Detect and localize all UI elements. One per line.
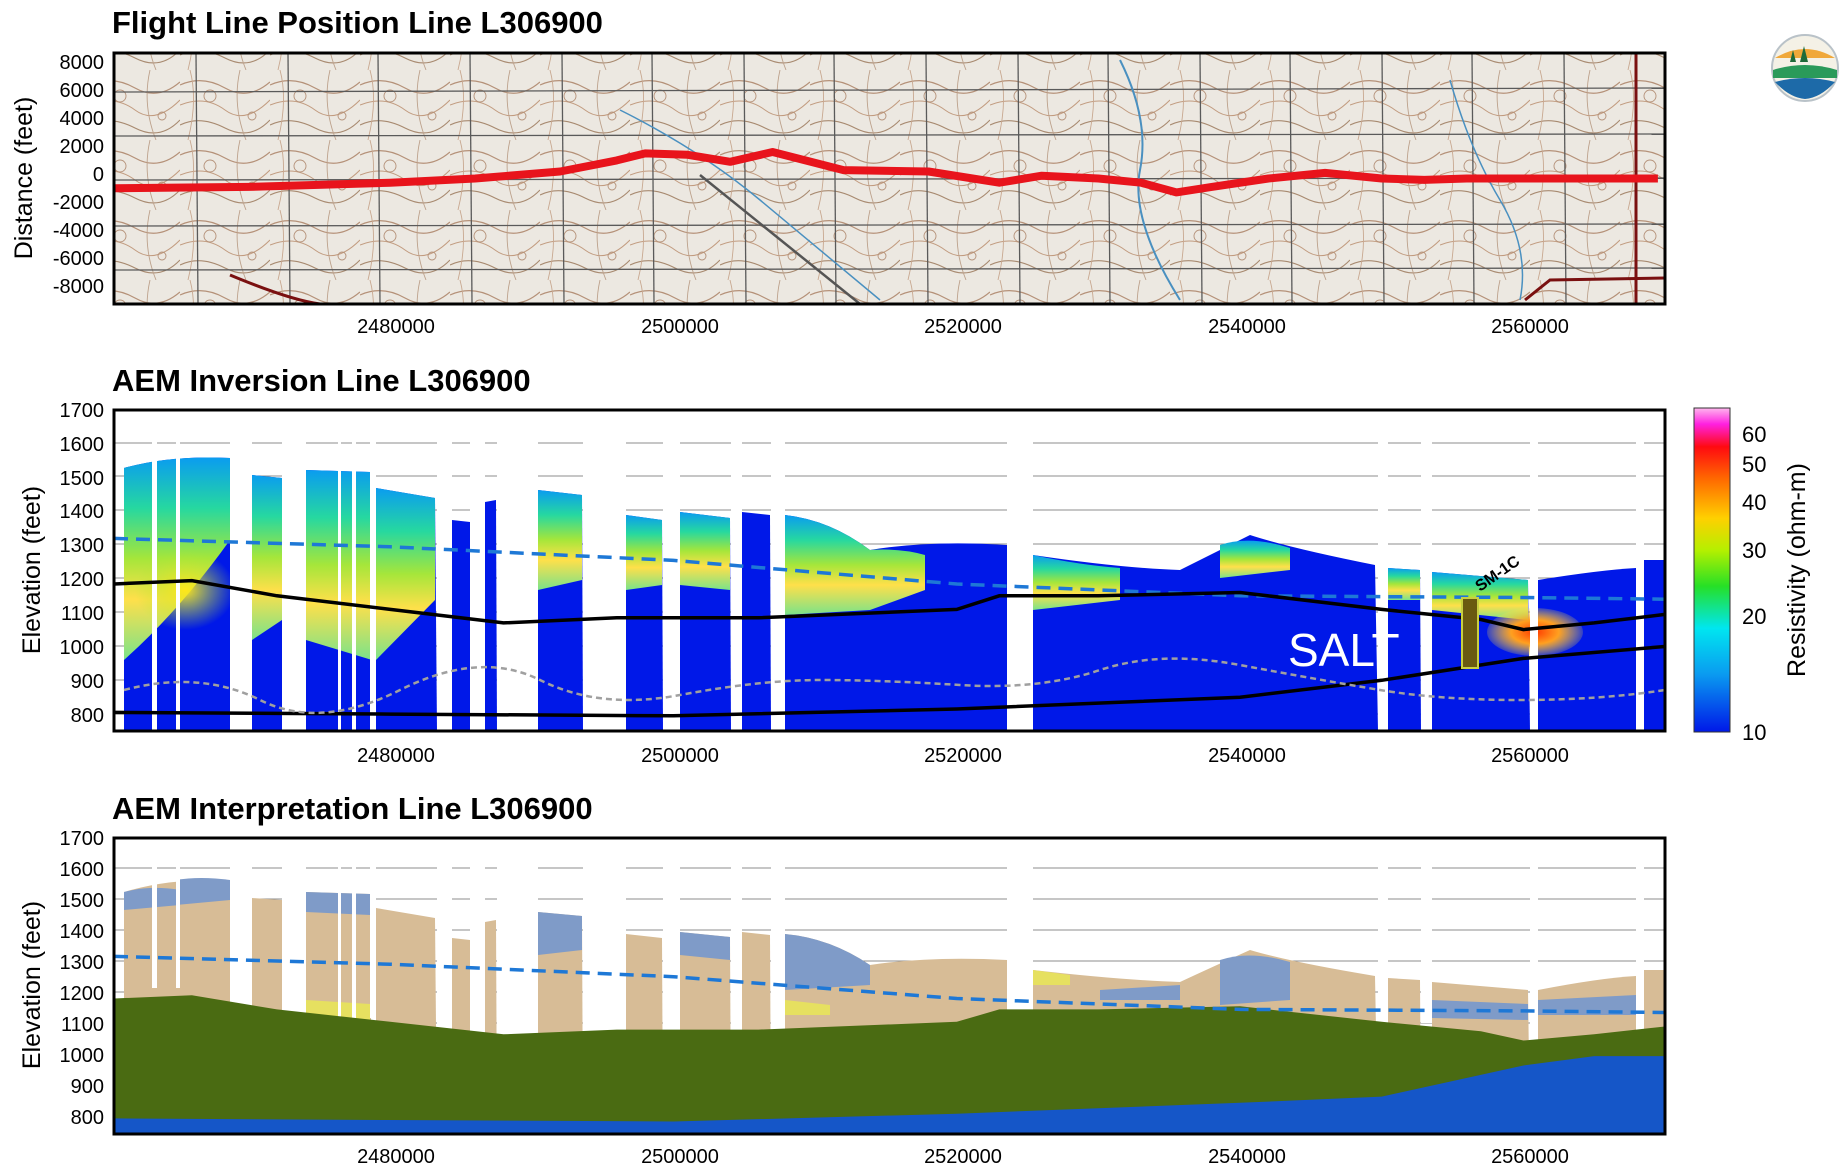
bedrock-unit-area <box>114 995 1665 1134</box>
y-tick-label: 900 <box>71 671 104 693</box>
panel1-x-ticks: 2480000 2500000 2520000 2540000 2560000 <box>357 316 1569 338</box>
panel1-frame <box>112 51 1667 306</box>
x-tick-label: 2520000 <box>924 1146 1002 1168</box>
x-tick-label: 2540000 <box>1208 316 1286 338</box>
y-tick-label: 1400 <box>60 501 105 523</box>
y-tick-label: 1200 <box>60 983 105 1005</box>
y-tick-label: 1200 <box>60 569 105 591</box>
x-tick-label: 2540000 <box>1208 1146 1286 1168</box>
salt-annotation: SALT <box>1288 624 1400 676</box>
y-tick-label: 1500 <box>60 468 105 490</box>
y-tick-label: 1500 <box>60 890 105 912</box>
x-tick-label: 2480000 <box>357 745 435 767</box>
y-tick-label: 2000 <box>60 136 105 158</box>
y-tick-label: 800 <box>71 705 104 727</box>
colorbar-tick: 40 <box>1742 490 1766 515</box>
x-tick-label: 2560000 <box>1491 316 1569 338</box>
panel2-x-ticks: 2480000 2500000 2520000 2540000 2560000 <box>357 745 1569 767</box>
panel-aem-interpretation: AEM Interpretation Line L306900 <box>18 791 1667 1168</box>
resistivity-colorbar: 60 50 40 30 20 10 Resistivity (ohm-m) <box>1693 407 1811 745</box>
panel3-frame <box>112 836 1667 1136</box>
y-tick-label: 0 <box>93 164 104 186</box>
panel3-y-axis-label: Elevation (feet) <box>18 901 46 1069</box>
colorbar-tick: 30 <box>1742 538 1766 563</box>
bedrock-top-line <box>114 578 1665 632</box>
y-tick-label: 1000 <box>60 637 105 659</box>
doi-line <box>123 657 1665 715</box>
panel2-y-axis-label: Elevation (feet) <box>18 486 46 654</box>
colorbar-label: Resistivity (ohm-m) <box>1783 463 1811 677</box>
y-tick-label: -2000 <box>53 192 104 214</box>
y-tick-label: -8000 <box>53 276 104 298</box>
y-tick-label: 4000 <box>60 108 105 130</box>
colorbar-tick: 20 <box>1742 604 1766 629</box>
y-tick-label: 1000 <box>60 1045 105 1067</box>
water-table-line <box>114 536 1665 601</box>
x-tick-label: 2500000 <box>641 1146 719 1168</box>
x-tick-label: 2540000 <box>1208 745 1286 767</box>
panel2-frame <box>112 408 1667 733</box>
y-tick-label: 1600 <box>60 859 105 881</box>
flight-line-path <box>114 148 1658 197</box>
y-tick-label: -4000 <box>53 220 104 242</box>
x-tick-label: 2520000 <box>924 745 1002 767</box>
x-tick-label: 2500000 <box>641 316 719 338</box>
panel3-y-ticks: 1700 1600 1500 1400 1300 1200 1100 1000 … <box>60 828 105 1129</box>
x-tick-label: 2500000 <box>641 745 719 767</box>
resistive-anomaly-west <box>135 550 235 630</box>
panel3-title: AEM Interpretation Line L306900 <box>112 791 593 826</box>
panel2-title: AEM Inversion Line L306900 <box>112 363 531 398</box>
x-tick-label: 2560000 <box>1491 1146 1569 1168</box>
water-table-line <box>114 954 1665 1015</box>
panel-aem-inversion: AEM Inversion Line L306900 <box>18 363 1811 767</box>
y-tick-label: 800 <box>71 1107 104 1129</box>
interpretation-gaps <box>152 838 1644 1038</box>
y-tick-label: 900 <box>71 1076 104 1098</box>
x-tick-label: 2520000 <box>924 316 1002 338</box>
colorbar-tick: 10 <box>1742 720 1766 745</box>
data-gaps <box>152 410 1644 731</box>
colorbar-tick: 50 <box>1742 452 1766 477</box>
salt-unit-area <box>114 1056 1665 1134</box>
y-tick-label: 1100 <box>61 603 104 625</box>
panel-flight-line: Flight Line Position Line L306900 <box>10 5 1667 338</box>
colorbar-tick: 60 <box>1742 422 1766 447</box>
panel1-y-ticks: 8000 6000 4000 2000 0 -2000 -4000 -6000 … <box>53 52 104 298</box>
y-tick-label: 1100 <box>61 1014 104 1036</box>
y-tick-label: 1300 <box>60 535 105 557</box>
panel3-x-ticks: 2480000 2500000 2520000 2540000 2560000 <box>357 1146 1569 1168</box>
panel1-title: Flight Line Position Line L306900 <box>112 5 603 40</box>
x-tick-label: 2480000 <box>357 1146 435 1168</box>
well-sm-1c <box>1461 597 1479 669</box>
x-tick-label: 2480000 <box>357 316 435 338</box>
y-tick-label: 1700 <box>60 400 105 422</box>
y-tick-label: 6000 <box>60 80 105 102</box>
y-tick-label: 1700 <box>60 828 105 850</box>
organization-logo <box>1771 34 1839 102</box>
salt-top-line <box>114 644 1665 718</box>
panel1-y-axis-label: Distance (feet) <box>10 97 38 260</box>
y-tick-label: 8000 <box>60 52 105 74</box>
y-tick-label: 1400 <box>60 921 105 943</box>
y-tick-label: 1600 <box>60 434 105 456</box>
y-tick-label: -6000 <box>53 248 104 270</box>
panel2-y-ticks: 1700 1600 1500 1400 1300 1200 1100 1000 … <box>60 400 105 727</box>
x-tick-label: 2560000 <box>1491 745 1569 767</box>
y-tick-label: 1300 <box>60 952 105 974</box>
